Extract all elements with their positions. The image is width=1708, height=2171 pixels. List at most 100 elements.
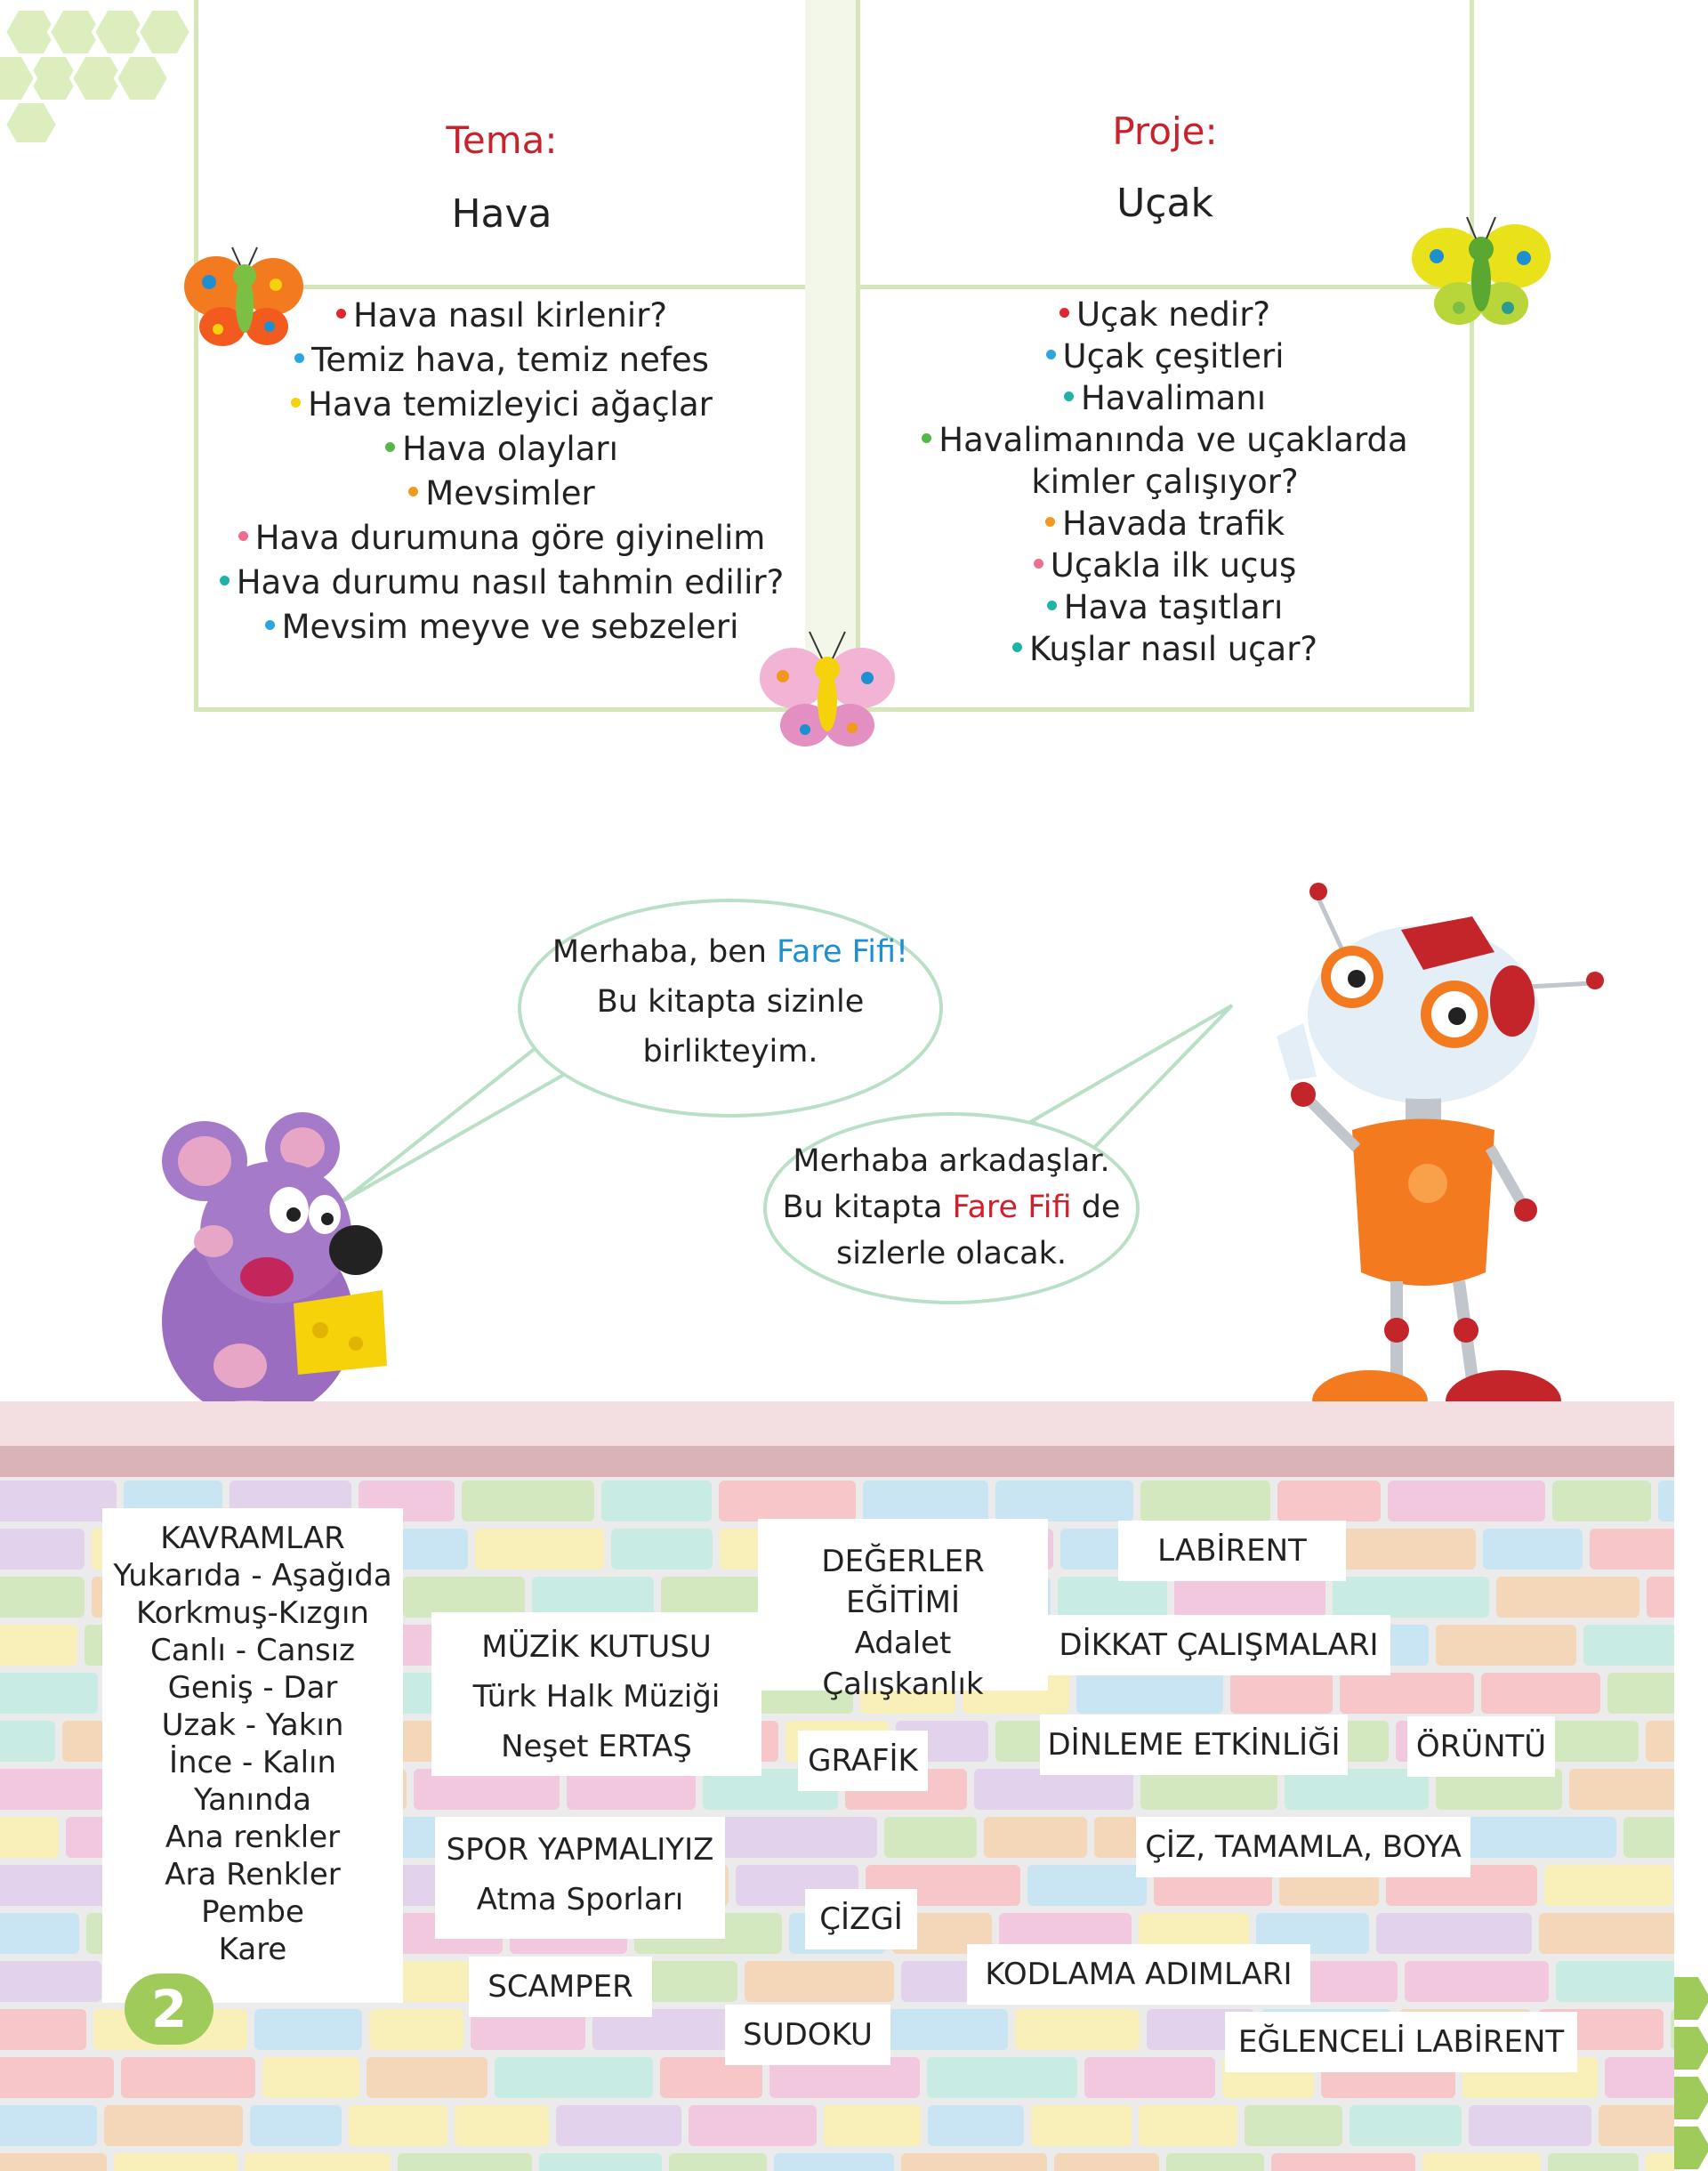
wall-brick (1569, 1769, 1674, 1810)
sudoku-note: SUDOKU (728, 2007, 888, 2062)
project-list-item-text: Havalimanı (1080, 379, 1267, 417)
wall-brick (1436, 1625, 1576, 1666)
robot-bubble-text-post: de (1071, 1190, 1121, 1225)
sudoku-label: SUDOKU (743, 2017, 873, 2053)
hexagon-pattern-bottom-right (1664, 1973, 1708, 2171)
wall-brick (114, 2153, 238, 2171)
wall-brick (1388, 1481, 1545, 1521)
wall-brick (995, 1481, 1133, 1521)
project-topic-list: Uçak nedir? Uçak çeşitleri Havalimanı Haval… (887, 294, 1443, 670)
wall-brick (1140, 1769, 1277, 1810)
bullet-dot-icon (1045, 350, 1056, 359)
muzik-line: Neşet ERTAŞ (501, 1729, 692, 1764)
wall-brick (1245, 2105, 1342, 2146)
wall-brick (1590, 1529, 1674, 1570)
project-list-item: Havalimanında ve uçaklarda kimler çalışı… (887, 419, 1443, 503)
wall-brick (1671, 2009, 1674, 2050)
wall-brick (639, 1961, 737, 2002)
wall-brick (1140, 1481, 1270, 1521)
project-list-item: Uçakla ilk uçuş (887, 545, 1443, 586)
grafik-note: GRAFİK (801, 1733, 925, 1788)
wall-brick (1349, 2105, 1462, 2146)
kavramlar-line: Ara Renkler (165, 1857, 341, 1893)
wall-brick (1340, 1673, 1474, 1714)
project-list-item-text: Uçakla ilk uçuş (1050, 546, 1297, 585)
theme-list-item-text: Hava nasıl kirlenir? (352, 296, 668, 335)
dikkat-label: DİKKAT ÇALIŞMALARI (1059, 1627, 1379, 1663)
oruntu-label: ÖRÜNTÜ (1415, 1729, 1547, 1764)
muzik-title: MÜZİK KUTUSU (481, 1629, 712, 1665)
degerler-line: Çalışkanlık (822, 1667, 984, 1702)
wall-brick (349, 2105, 447, 2146)
cizgi-note: ÇİZGİ (808, 1892, 914, 1947)
wall-brick (398, 2153, 532, 2171)
project-list-item: Uçak çeşitleri (887, 335, 1443, 377)
kavramlar-line: İnce - Kalın (168, 1745, 337, 1780)
wall-brick (1285, 1769, 1429, 1810)
bullet-dot-icon (264, 620, 275, 630)
kavramlar-line: Geniş - Dar (167, 1670, 338, 1706)
wall-ledge-shadow (0, 1446, 1674, 1481)
wall-brick (824, 2105, 921, 2146)
project-list-item-text: Uçak nedir? (1076, 295, 1271, 334)
wall-brick (1583, 1625, 1674, 1666)
wall-brick (245, 2153, 391, 2171)
wall-brick (0, 1913, 79, 1954)
wall-brick (1076, 1673, 1223, 1714)
wall-brick (403, 1577, 525, 1618)
wall-brick (1436, 1769, 1562, 1810)
robot-bubble-text: Bu kitapta (782, 1190, 953, 1225)
wall-brick (1483, 1529, 1583, 1570)
spor-title: SPOR YAPMALIYIZ (446, 1832, 714, 1868)
wall-brick (745, 1961, 894, 2002)
mouse-bubble-name: Fare Fifi! (777, 934, 909, 970)
wall-brick (1623, 1817, 1674, 1858)
wall-brick (719, 1481, 856, 1521)
wall-brick (863, 1481, 988, 1521)
project-list-item-text: Uçak çeşitleri (1062, 337, 1285, 375)
butterfly-pink-icon (760, 631, 895, 747)
kodlama-label: KODLAMA ADIMLARI (985, 1957, 1293, 1992)
wall-brick (660, 2057, 762, 2098)
ciz-label: ÇİZ, TAMAMLA, BOYA (1145, 1829, 1462, 1865)
wall-brick (1405, 1961, 1549, 2002)
theme-list-item: Hava durumu nasıl tahmin edilir? (198, 561, 805, 605)
bullet-dot-icon (408, 487, 419, 496)
mouse-speech-bubble: Merhaba, ben Fare Fifi! Bu kitapta sizin… (518, 899, 943, 1118)
muzik-line: Türk Halk Müziği (472, 1679, 721, 1715)
wall-brick (495, 2057, 653, 2098)
wall-brick (0, 2153, 107, 2171)
theme-list-item-text: Temiz hava, temiz nefes (311, 341, 709, 379)
project-list-item-text: Kuşlar nasıl uçar? (1028, 630, 1318, 668)
wall-brick (1607, 1673, 1674, 1714)
bullet-dot-icon (922, 433, 932, 443)
wall-brick (462, 1481, 594, 1521)
wall-brick (455, 2105, 549, 2146)
theme-box: Tema: Hava Hava nasıl kirlenir? Temiz hav… (194, 0, 810, 712)
project-list-item: Kuşlar nasıl uçar? (887, 628, 1443, 670)
theme-list-item: Hava nasıl kirlenir? (198, 294, 805, 338)
project-box: Proje: Uçak Uçak nedir? Uçak çeşitleri Hav… (856, 0, 1474, 712)
theme-list-item: Hava olayları (198, 427, 805, 472)
wall-brick (1647, 1577, 1674, 1618)
wall-brick (471, 2009, 585, 2050)
degerler-line: Adalet (854, 1626, 952, 1661)
theme-name: Hava (451, 191, 552, 237)
project-list-item: Havada trafik (887, 503, 1443, 545)
kavramlar-line: Yukarıda - Aşağıda (113, 1558, 392, 1594)
labirent-label: LABİRENT (1157, 1533, 1307, 1569)
wall-brick (369, 2009, 463, 2050)
wall-brick (901, 2153, 1047, 2171)
wall-brick (1174, 1577, 1325, 1618)
theme-list-item: Hava temizleyici ağaçlar (198, 383, 805, 427)
wall-brick (1646, 1721, 1674, 1762)
project-list-item-text: Hava taşıtları (1063, 588, 1284, 626)
bullet-dot-icon (1033, 559, 1043, 569)
wall-brick (0, 2057, 114, 2098)
wall-brick (1054, 2153, 1159, 2171)
wall-brick (1469, 2105, 1591, 2146)
eglenceli-labirent-note: EĞLENCELİ LABİRENT (1228, 2014, 1575, 2070)
wall-brick (769, 2057, 920, 2098)
wall-brick (884, 1817, 977, 1858)
wall-brick (1015, 2009, 1140, 2050)
